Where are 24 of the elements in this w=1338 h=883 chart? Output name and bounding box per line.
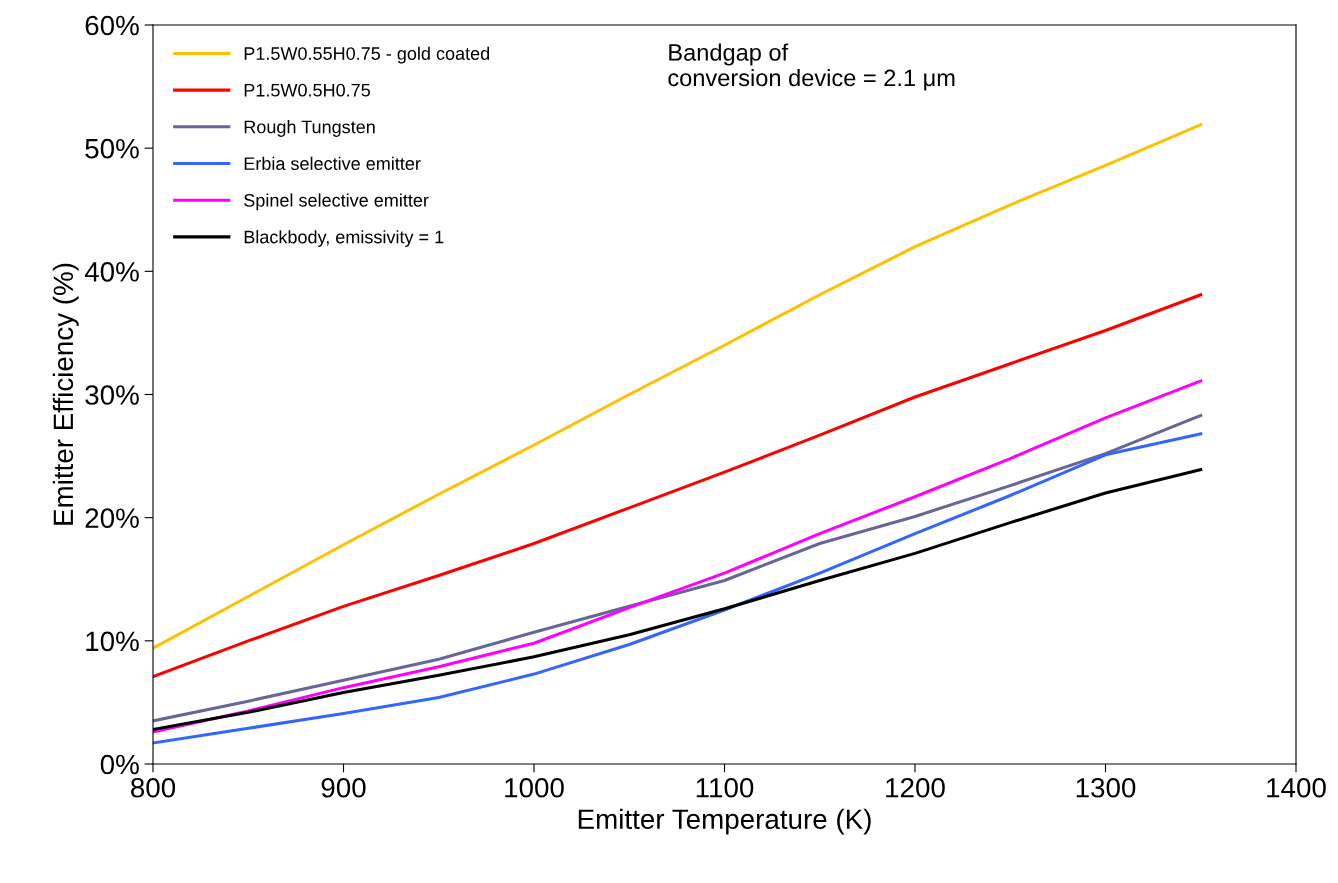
legend-label: Erbia selective emitter [244,156,421,171]
legend-label: Spinel selective emitter [244,193,429,211]
x-tick-label: 900 [321,777,366,798]
annotation: Bandgap of conversion device = 2.1 μm [668,43,955,91]
x-tick-label: 1100 [696,777,754,798]
y-tick-label: 0% [100,754,139,775]
legend-label: P1.5W0.55H0.75 - gold coated [244,46,490,64]
y-tick-label: 30% [85,385,139,405]
y-tick-label: 10% [86,631,139,652]
y-axis-title: Emitter Efficiency (%) [52,263,79,525]
x-axis-title: Emitter Temperature (K) [578,808,871,835]
x-tick-label: 1200 [886,777,945,798]
y-tick-label: 50% [85,138,139,159]
legend-label: Rough Tungsten [244,120,375,137]
y-tick-label: 60% [85,15,139,36]
x-tick-label: 1000 [505,777,564,798]
line-series [153,293,1203,679]
y-tick-label: 20% [85,508,139,529]
legend-label: P1.5W0.5H0.75 [244,83,370,97]
x-tick-label: 1400 [1267,777,1326,798]
x-tick-label: 800 [131,777,176,798]
legend-label: Blackbody, emissivity = 1 [244,230,444,247]
y-tick-label: 40% [84,262,139,282]
x-tick-label: 1300 [1076,777,1136,798]
